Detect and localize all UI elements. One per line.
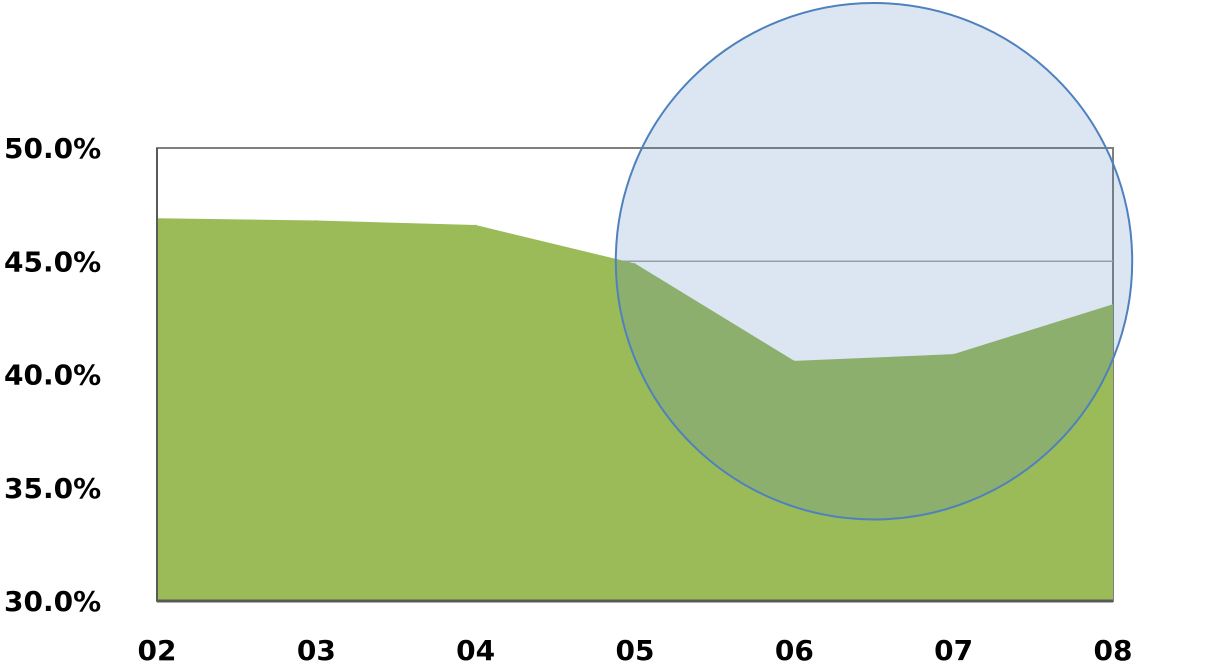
data-point-07 — [953, 353, 955, 355]
data-point-06 — [793, 360, 795, 362]
x-tick-label: 06 — [775, 634, 814, 667]
y-tick-label: 40.0% — [4, 359, 101, 392]
data-point-05 — [634, 263, 636, 265]
y-axis-tick-labels: 50.0% 45.0% 40.0% 35.0% 30.0% — [4, 132, 101, 618]
y-tick-label: 30.0% — [4, 585, 101, 618]
x-tick-label: 03 — [297, 634, 336, 667]
x-tick-label: 02 — [138, 634, 177, 667]
data-point-08 — [1112, 303, 1114, 305]
x-axis-tick-labels: 02 03 04 05 06 07 08 — [138, 634, 1133, 667]
y-tick-label: 35.0% — [4, 472, 101, 505]
y-tick-label: 45.0% — [4, 245, 101, 278]
plot-area — [156, 147, 1114, 603]
x-tick-label: 08 — [1094, 634, 1133, 667]
x-tick-label: 05 — [616, 634, 655, 667]
highlight-circle-0 — [614, 2, 1134, 521]
data-point-04 — [475, 224, 477, 226]
x-tick-label: 07 — [934, 634, 973, 667]
highlight-annotation — [614, 2, 1134, 521]
y-tick-label: 50.0% — [4, 132, 101, 165]
area-series — [157, 218, 1113, 601]
data-point-03 — [315, 219, 317, 221]
x-tick-label: 04 — [456, 634, 495, 667]
